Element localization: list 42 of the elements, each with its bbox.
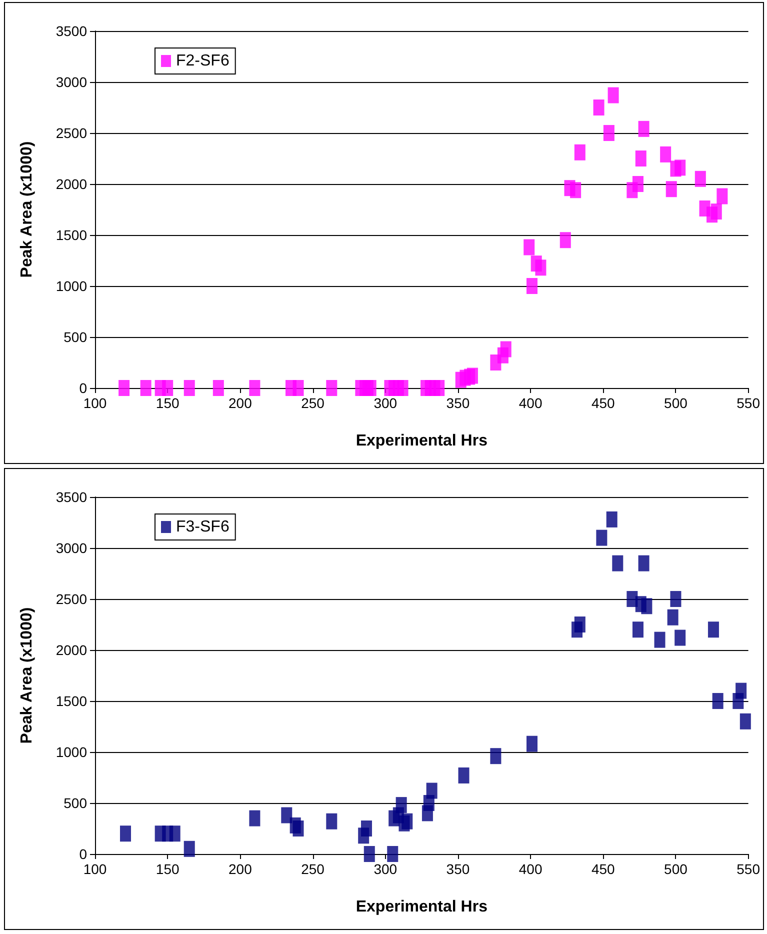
y-tick-label: 3500 [56,489,88,505]
x-tick-label: 300 [374,395,398,411]
legend-label: F2-SF6 [176,52,230,70]
y-tick-label: 2000 [56,642,88,658]
x-tick-label: 100 [83,395,107,411]
y-tick-label: 2000 [56,176,88,192]
y-tick-label: 2500 [56,125,88,141]
x-tick-label: 400 [518,395,542,411]
y-tick-label: 0 [79,846,88,862]
y-tick-label: 3000 [56,74,88,90]
x-tick-label: 550 [736,395,760,411]
y-tick-label: 3000 [56,540,88,556]
y-tick-label: 0 [79,380,88,396]
y-tick-label: 1500 [56,693,88,709]
x-tick-label: 200 [228,861,252,877]
x-tick-label: 300 [374,861,398,877]
x-axis-title: Experimental Hrs [356,432,488,450]
y-axis-title: Peak Area (x1000) [18,141,36,278]
x-tick-label: 250 [301,395,325,411]
y-tick-label: 1000 [56,744,88,760]
x-tick-label: 400 [518,861,542,877]
x-tick-label: 450 [591,861,616,877]
y-tick-label: 500 [64,329,88,345]
x-tick-label: 550 [736,861,760,877]
x-tick-label: 450 [591,395,616,411]
y-tick-label: 1000 [56,278,88,294]
x-tick-label: 200 [228,395,252,411]
x-tick-label: 100 [83,861,107,877]
x-axis-title: Experimental Hrs [356,898,488,916]
x-tick-label: 250 [301,861,325,877]
x-tick-label: 500 [664,861,688,877]
y-tick-label: 2500 [56,591,88,607]
y-tick-label: 1500 [56,227,88,243]
x-tick-label: 350 [446,395,470,411]
x-tick-label: 150 [156,861,180,877]
legend-label: F3-SF6 [176,518,230,536]
x-tick-label: 150 [156,395,180,411]
x-tick-label: 500 [664,395,688,411]
y-axis-title: Peak Area (x1000) [18,607,36,744]
x-tick-label: 350 [446,861,470,877]
y-tick-label: 3500 [56,23,88,39]
y-tick-label: 500 [64,795,88,811]
